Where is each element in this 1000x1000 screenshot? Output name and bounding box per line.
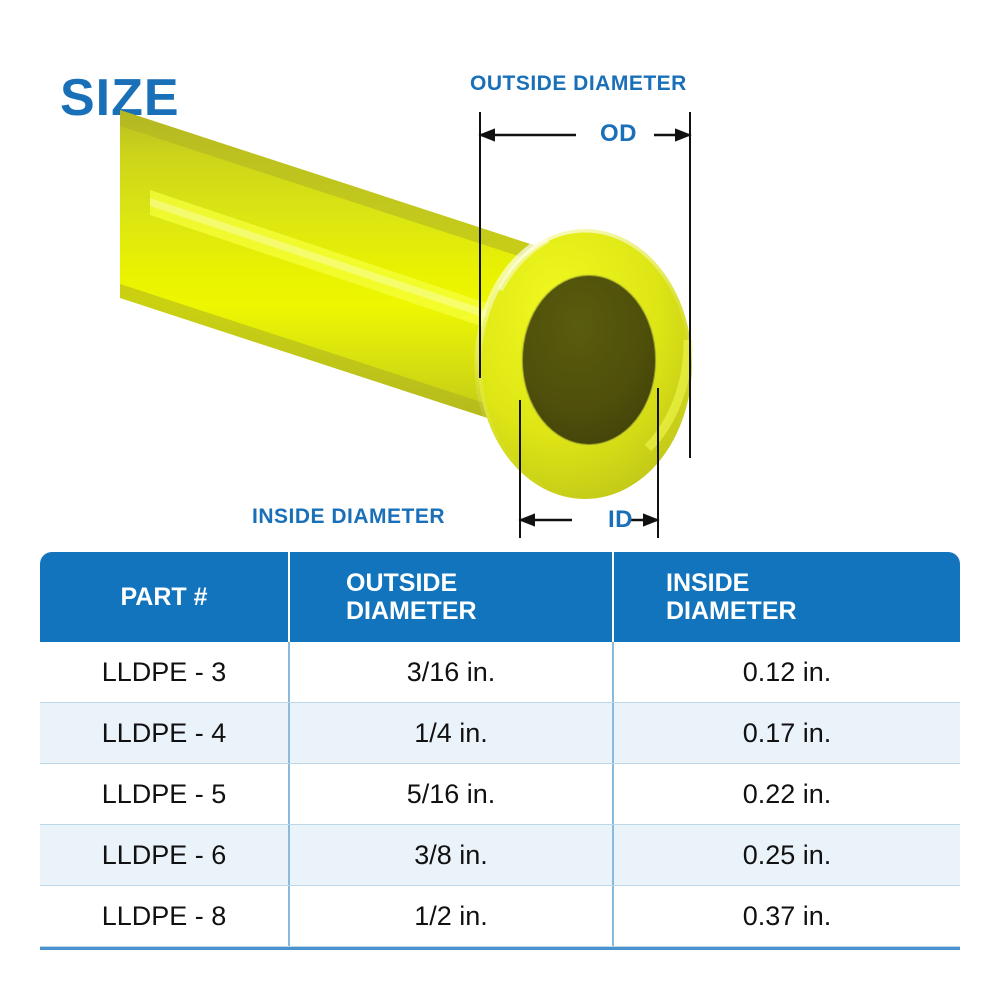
- cell-inside-diameter: 0.22 in.: [612, 764, 960, 824]
- page-title: SIZE: [60, 69, 180, 127]
- id-tag: ID: [608, 506, 633, 533]
- table-row: LLDPE - 3 3/16 in. 0.12 in.: [40, 642, 960, 703]
- column-header-inside-line1: INSIDE: [666, 569, 750, 597]
- column-header-inside-diameter: INSIDE DIAMETER: [612, 552, 960, 642]
- od-tag: OD: [600, 120, 637, 147]
- outside-diameter-label: OUTSIDE DIAMETER: [470, 72, 687, 95]
- inside-diameter-label: INSIDE DIAMETER: [252, 505, 446, 528]
- tube-illustration: [120, 110, 696, 538]
- column-header-outside-diameter: OUTSIDE DIAMETER: [288, 552, 612, 642]
- id-dimension: [518, 388, 660, 538]
- column-header-part-number-text: PART #: [120, 583, 208, 611]
- column-header-inside-line2: DIAMETER: [666, 597, 797, 625]
- table-bottom-rule: [40, 947, 960, 950]
- table-row: LLDPE - 6 3/8 in. 0.25 in.: [40, 825, 960, 886]
- table-header-row: PART # OUTSIDE DIAMETER INSIDE DIAMETER: [40, 552, 960, 642]
- cell-outside-diameter: 1/4 in.: [288, 703, 612, 763]
- tube-end-face: [474, 225, 696, 503]
- cell-outside-diameter: 1/2 in.: [288, 886, 612, 946]
- cell-part-number: LLDPE - 3: [101, 656, 227, 687]
- cell-part-number: LLDPE - 6: [101, 839, 227, 870]
- cell-part-number: LLDPE - 8: [101, 900, 227, 931]
- cell-inside-diameter: 0.17 in.: [612, 703, 960, 763]
- cell-inside-diameter: 0.12 in.: [612, 642, 960, 702]
- cell-outside-diameter: 3/16 in.: [288, 642, 612, 702]
- cell-part-number: LLDPE - 4: [101, 717, 227, 748]
- od-dimension: [478, 112, 692, 458]
- cell-part-number: LLDPE - 5: [101, 778, 227, 809]
- cell-outside-diameter: 3/8 in.: [288, 825, 612, 885]
- cell-outside-diameter: 5/16 in.: [288, 764, 612, 824]
- column-header-outside-line2: DIAMETER: [346, 597, 477, 625]
- table-row: LLDPE - 4 1/4 in. 0.17 in.: [40, 703, 960, 764]
- column-header-outside-line1: OUTSIDE: [346, 569, 458, 597]
- specification-table: PART # OUTSIDE DIAMETER INSIDE DIAMETER …: [40, 552, 960, 950]
- column-header-part-number: PART #: [40, 552, 288, 642]
- table-row: LLDPE - 8 1/2 in. 0.37 in.: [40, 886, 960, 947]
- cell-inside-diameter: 0.25 in.: [612, 825, 960, 885]
- cell-inside-diameter: 0.37 in.: [612, 886, 960, 946]
- table-row: LLDPE - 5 5/16 in. 0.22 in.: [40, 764, 960, 825]
